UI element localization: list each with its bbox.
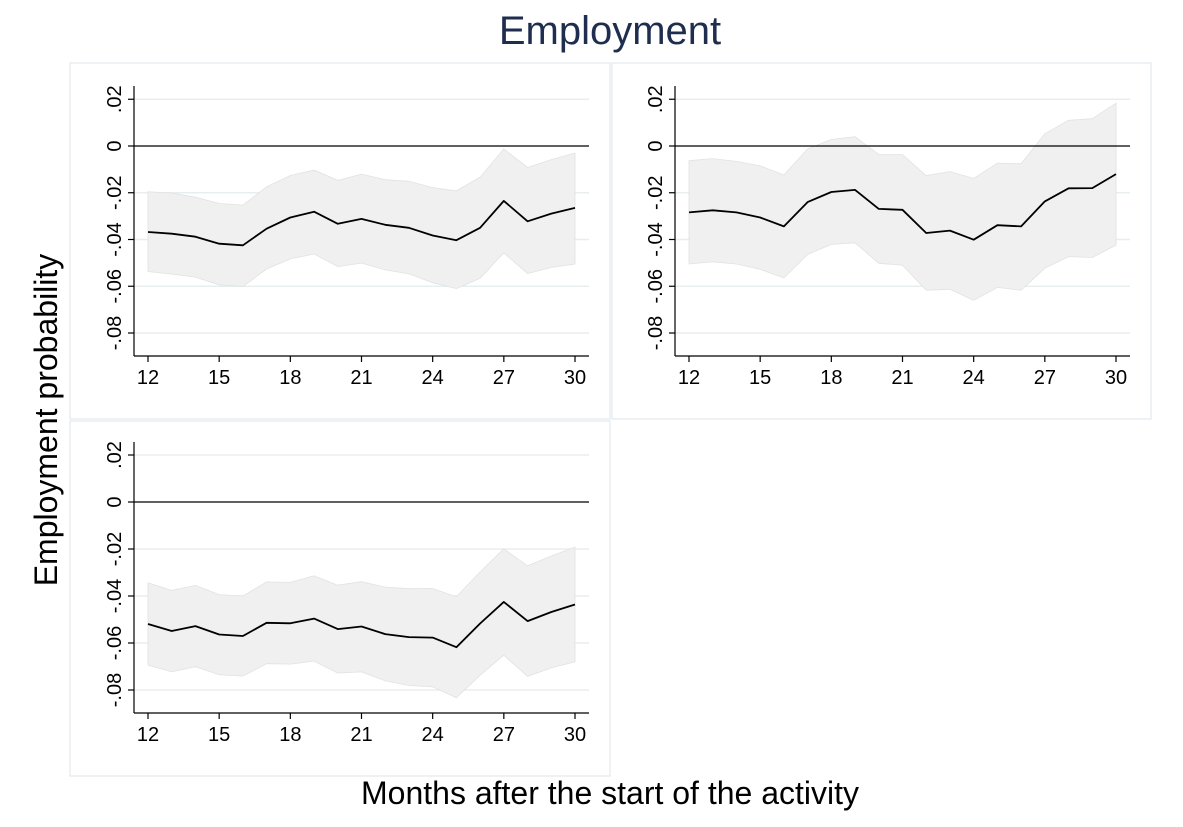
y-tick-label: 0 — [645, 140, 667, 151]
panel-2: -.08 -.06 -.04 -.02 0 .02 12 15 18 21 24 27 30 — [611, 62, 1152, 420]
x-tick-label: 30 — [564, 724, 586, 746]
confidence-band — [147, 546, 576, 699]
panel-border — [69, 62, 611, 420]
y-tick-label: -.06 — [104, 626, 126, 660]
x-tick-label: 18 — [279, 724, 301, 746]
x-tick-label: 24 — [422, 367, 444, 389]
x-axis-title: Months after the start of the activity — [361, 775, 859, 811]
y-tick-label: -.04 — [645, 222, 667, 256]
x-tick-label: 30 — [1105, 367, 1127, 389]
y-tick-label: -.08 — [645, 316, 667, 350]
x-tick-label: 15 — [749, 367, 771, 389]
y-tick-label: 0 — [104, 140, 126, 151]
estimate-line — [147, 601, 576, 649]
x-tick-label: 15 — [208, 724, 230, 746]
chart-title: Employment — [499, 9, 721, 53]
x-tick-label: 21 — [891, 367, 913, 389]
y-tick-label: -.02 — [104, 176, 126, 210]
x-tick-label: 24 — [422, 724, 444, 746]
x-tick-label: 12 — [678, 367, 700, 389]
y-tick-label: -.02 — [645, 176, 667, 210]
x-tick-label: 21 — [350, 724, 372, 746]
estimate-line — [147, 199, 576, 247]
y-tick-label: .02 — [104, 85, 126, 113]
x-tick-label: 24 — [963, 367, 985, 389]
panel-3: -.08 -.06 -.04 -.02 0 .02 12 15 18 21 24 27 30 — [69, 420, 611, 777]
panel-border — [611, 62, 1152, 420]
y-tick-label: -.04 — [104, 222, 126, 256]
x-tick-label: 30 — [564, 367, 586, 389]
y-tick-label: .02 — [104, 441, 126, 469]
confidence-band — [688, 102, 1117, 301]
x-tick-label: 15 — [208, 367, 230, 389]
x-tick-label: 27 — [493, 367, 515, 389]
x-tick-label: 18 — [820, 367, 842, 389]
y-tick-label: -.08 — [104, 316, 126, 350]
y-tick-label: -.02 — [104, 532, 126, 566]
y-tick-label: -.04 — [104, 579, 126, 613]
y-axis-title: Employment probability — [28, 254, 64, 587]
y-tick-label: 0 — [104, 496, 126, 507]
y-tick-label: -.06 — [645, 269, 667, 303]
panel-border — [69, 420, 611, 777]
x-tick-label: 27 — [493, 724, 515, 746]
y-tick-label: .02 — [645, 85, 667, 113]
panel-1: -.08 -.06 -.04 -.02 0 .02 12 15 18 21 24 27 30 — [69, 62, 611, 420]
x-tick-label: 12 — [137, 724, 159, 746]
x-tick-label: 18 — [279, 367, 301, 389]
x-tick-label: 27 — [1034, 367, 1056, 389]
x-tick-label: 12 — [137, 367, 159, 389]
y-tick-label: -.06 — [104, 269, 126, 303]
estimate-line — [688, 173, 1117, 241]
y-tick-label: -.08 — [104, 673, 126, 707]
x-tick-label: 21 — [350, 367, 372, 389]
